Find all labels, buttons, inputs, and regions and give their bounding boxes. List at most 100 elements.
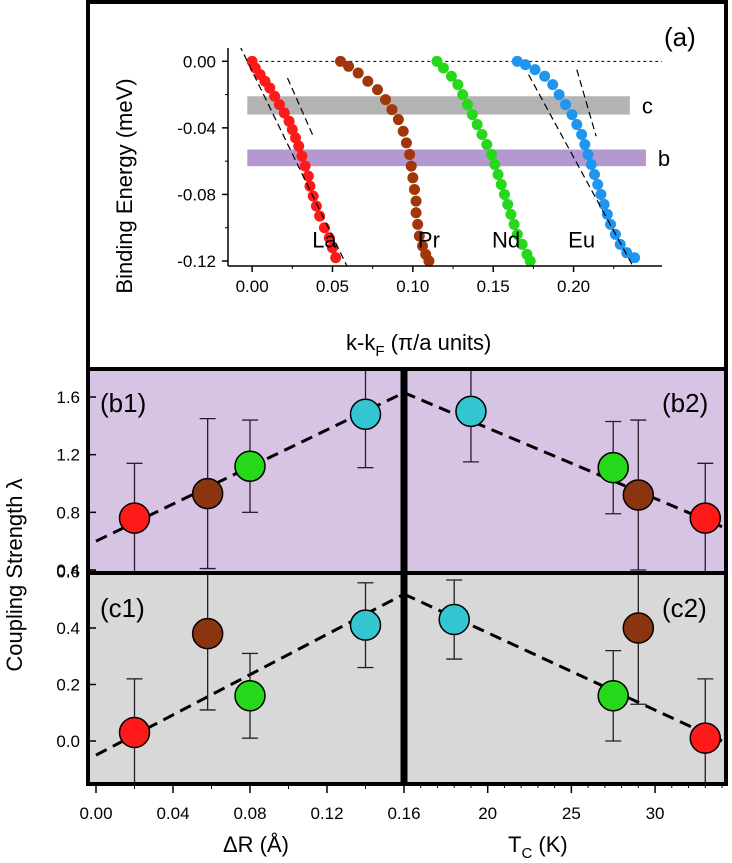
point-Eu [588, 168, 600, 180]
point-Nd [445, 70, 457, 82]
panel-a-xlabel: k-kF (π/a units) [346, 330, 491, 360]
x-tick-label: 0.05 [316, 277, 349, 296]
point-Pr [343, 60, 355, 72]
series-label-Nd: Nd [492, 228, 520, 253]
dashed-guide [576, 69, 597, 137]
data-point [689, 502, 722, 534]
point-Pr [352, 67, 364, 79]
point-Pr [404, 149, 416, 161]
panel-c2-xlabel: TC (K) [508, 832, 568, 862]
series-Pr [335, 55, 435, 267]
point-Eu [560, 99, 572, 111]
point-La [283, 115, 295, 127]
data-point [597, 680, 629, 712]
point-Nd [524, 255, 536, 267]
data-point [689, 722, 722, 754]
y-tick-label: 1.6 [56, 388, 80, 407]
data-point [597, 451, 629, 484]
point-Eu [592, 178, 604, 190]
point-La [299, 160, 311, 172]
point-Nd [508, 218, 520, 230]
dashed-guides [240, 48, 634, 266]
point-La [330, 252, 342, 264]
point-Nd [452, 79, 464, 91]
point-Eu [629, 252, 641, 264]
panel-b1-plot: 0.4 0.8 1.2 1.6 [56, 371, 405, 580]
series-La [246, 55, 342, 264]
panel-c2-label: (c2) [662, 593, 707, 623]
point-Pr [362, 75, 374, 87]
point-Pr [335, 55, 347, 67]
series-Eu [511, 55, 641, 264]
data-point [191, 477, 224, 510]
panel-b1-label: (b1) [100, 388, 146, 418]
point-La [278, 107, 290, 119]
dashed-guide [240, 48, 348, 266]
panel-a-plot: c b La Pr Nd Eu 0.00 -0.04 -0.08 -0.12 0.00 0.05 0.1… [177, 48, 670, 296]
y-tick-label: 0.4 [56, 561, 80, 580]
y-tick-label: 0.6 [56, 563, 80, 582]
panel-a-label: (a) [664, 22, 696, 52]
panel-b2-label: (b2) [662, 388, 708, 418]
coupling-ylabel: Coupling Strength λ [2, 478, 27, 671]
point-La [314, 210, 326, 222]
point-Nd [437, 62, 449, 74]
point-La [326, 242, 338, 254]
point-La [264, 82, 276, 94]
panel-inner-b2 [403, 371, 723, 574]
panel-inner-c1 [95, 575, 405, 786]
y-tick-label: 0.00 [183, 52, 216, 71]
x-tick-label: 30 [646, 804, 665, 823]
y-tick-label: 0.4 [56, 619, 80, 638]
point-Nd [495, 178, 507, 190]
point-Pr [380, 94, 392, 106]
series-label-La: La [312, 228, 337, 253]
x-tick-label: 0.00 [79, 804, 112, 823]
x-tick-label: 25 [562, 804, 581, 823]
point-La [273, 99, 285, 111]
panel-inner-b1 [95, 371, 405, 574]
x-tick-label: 0.08 [233, 804, 266, 823]
point-Pr [416, 240, 428, 252]
point-Eu [519, 59, 531, 71]
panel-c1-xlabel: ΔR (Å) [223, 832, 289, 857]
data-point [349, 398, 382, 431]
x-tick-label: 0.04 [156, 804, 189, 823]
x-tick-label: 0.10 [396, 277, 429, 296]
point-La [286, 124, 298, 136]
data-point [349, 609, 382, 641]
band-label-b: b [658, 146, 670, 171]
data-point [438, 603, 470, 636]
point-La [290, 132, 302, 144]
data-point [118, 716, 151, 749]
point-Pr [397, 125, 409, 137]
x-tick-label: 0.16 [387, 804, 420, 823]
panel-b2-plot [403, 371, 723, 574]
point-Pr [412, 218, 424, 230]
band-b [247, 149, 646, 167]
point-Pr [423, 255, 435, 267]
data-point [191, 617, 224, 650]
point-Pr [392, 114, 404, 126]
band-c [247, 96, 630, 115]
point-Nd [492, 168, 504, 180]
point-Nd [505, 208, 517, 220]
point-Nd [462, 99, 474, 111]
point-Nd [457, 89, 469, 101]
point-Pr [410, 195, 422, 207]
y-tick-label: 0.8 [56, 503, 80, 522]
point-La [310, 200, 322, 212]
point-Pr [408, 183, 420, 195]
point-Pr [371, 84, 383, 96]
point-Eu [547, 79, 559, 91]
y-tick-label: 0.2 [56, 676, 80, 695]
x-tick-label: 0.20 [557, 277, 590, 296]
point-Nd [476, 129, 488, 141]
point-Eu [601, 208, 613, 220]
point-Pr [410, 207, 422, 219]
band-label-c: c [642, 93, 653, 118]
point-Eu [539, 70, 551, 82]
point-Eu [529, 64, 541, 76]
panel-a-ylabel: Binding Energy (meV) [112, 78, 137, 293]
point-Pr [405, 160, 417, 172]
